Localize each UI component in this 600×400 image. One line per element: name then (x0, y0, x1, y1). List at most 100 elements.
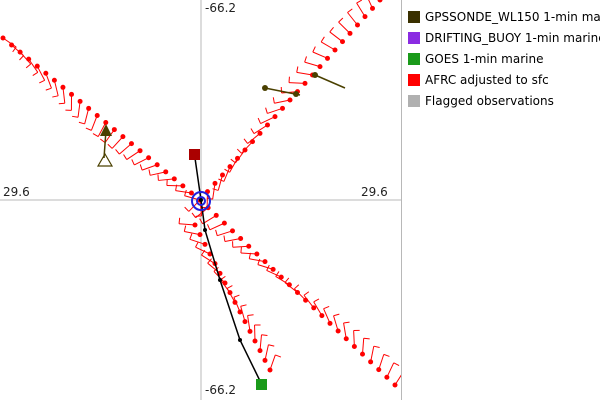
wind-barb-flag (347, 8, 353, 13)
wind-barb-shaft (259, 334, 262, 351)
afrc-observation-dot (355, 22, 360, 28)
afrc-observation-dot (265, 122, 270, 128)
afrc-observation-dot (272, 114, 278, 120)
wind-barb-flag (294, 284, 300, 290)
wind-barb-flag (275, 271, 280, 277)
wind-barb-shaft (247, 132, 261, 144)
wind-barb-shaft (217, 174, 223, 191)
wind-barb-flag (183, 225, 187, 232)
top-axis-label: -66.2 (205, 1, 237, 15)
wind-barb-shaft (240, 252, 257, 255)
wind-barb-flag (92, 133, 99, 138)
wind-barb-shaft (53, 80, 59, 96)
afrc-observation-dot (278, 274, 284, 280)
afrc-observation-dot (377, 0, 383, 3)
afrc-observation-dot (171, 176, 177, 182)
gpssonde-barb (314, 74, 346, 89)
wind-barb-shaft (28, 58, 39, 73)
afrc-observation-dot (343, 336, 349, 342)
wind-barb-flag (275, 354, 282, 358)
afrc-observation-dot (0, 35, 6, 41)
legend-swatch-flagged (408, 94, 420, 107)
right-axis-label: 29.6 (361, 185, 388, 199)
wind-barb-flag (189, 233, 193, 240)
afrc-observation-dot (257, 130, 263, 136)
map-canvas (0, 0, 401, 400)
wind-barb-flag (199, 218, 204, 225)
afrc-observation-dot (220, 172, 225, 178)
wind-barb-flag (236, 148, 242, 154)
wind-barb-shaft (303, 294, 315, 309)
afrc-observation-dot (103, 120, 109, 126)
wind-barb-flag (266, 264, 270, 271)
wind-barb-flag (320, 36, 325, 43)
afrc-observation-dot (238, 236, 244, 242)
wind-barb-flag (240, 246, 242, 254)
wind-barb-flag (230, 158, 236, 164)
wind-barb-shaft (175, 190, 192, 194)
wind-barb-flag (257, 117, 262, 124)
legend-item-flagged[interactable]: Flagged observations (408, 90, 600, 111)
afrc-observation-dot (347, 30, 353, 36)
wind-barb-shaft (294, 288, 306, 301)
legend-item-drifting-buoy[interactable]: DRIFTING_BUOY 1-min marine (408, 27, 600, 48)
wind-barb-shaft (232, 245, 249, 248)
sonde-track-point (199, 198, 203, 202)
afrc-observation-dot (94, 112, 100, 118)
wind-barb-shaft (370, 346, 375, 362)
wind-barb-shaft (284, 282, 298, 293)
wind-barb-flag (39, 79, 45, 84)
wind-barb-shaft (119, 143, 132, 155)
wind-barb-shaft (247, 315, 251, 332)
afrc-observation-dot (319, 313, 325, 319)
legend-label-goes: GOES 1-min marine (425, 51, 544, 66)
wind-barb-shaft (226, 288, 236, 303)
wind-barb-shaft (343, 322, 347, 339)
wind-barb-flag (224, 168, 230, 173)
legend-item-goes[interactable]: GOES 1-min marine (408, 48, 600, 69)
wind-barb-shaft (184, 231, 201, 236)
wind-barb-flag (52, 95, 59, 98)
map-plot[interactable]: -66.2 -66.2 29.6 29.6 (0, 0, 402, 400)
afrc-observation-dot (247, 328, 253, 334)
gpssonde-observation-dot (262, 85, 268, 91)
wind-barb-shaft (378, 354, 385, 370)
wind-barb-shaft (36, 65, 46, 81)
wind-barb-flag (363, 337, 370, 340)
wind-barb-shaft (312, 51, 328, 59)
wind-barb-shaft (394, 374, 401, 386)
wind-barb-flag (207, 224, 211, 230)
wind-barb-shaft (240, 306, 246, 322)
wind-barb-shaft (253, 124, 268, 135)
afrc-observation-dot (69, 91, 75, 97)
legend-item-afrc[interactable]: AFRC adjusted to sfc (408, 69, 600, 90)
wind-barb-flag (58, 102, 65, 105)
wind-barb-flag (323, 305, 330, 310)
wind-barb-shaft (224, 238, 241, 242)
afrc-observation-dot (360, 351, 365, 357)
afrc-observation-dot (254, 251, 260, 257)
legend-label-drifting-buoy: DRIFTING_BUOY 1-min marine (425, 30, 600, 45)
afrc-observation-dot (270, 266, 276, 272)
afrc-observation-dot (332, 47, 338, 53)
wind-barb-flag (261, 334, 268, 336)
afrc-observation-dot (202, 241, 208, 247)
legend-item-gpssonde[interactable]: GPSSONDE_WL150 1-min mar (408, 6, 600, 27)
wind-barb-shaft (362, 338, 365, 355)
wind-barb-flag (248, 252, 252, 259)
legend: GPSSONDE_WL150 1-min mar DRIFTING_BUOY 1… (408, 6, 600, 116)
wind-barb-flag (12, 46, 17, 53)
afrc-observation-dot (163, 169, 169, 175)
wind-barb-flag (72, 115, 79, 118)
wind-barb-shaft (201, 254, 216, 265)
wind-barb-flag (223, 235, 226, 242)
wind-barb-flag (19, 55, 24, 61)
afrc-observation-dot (221, 220, 227, 226)
wind-barb-flag (218, 178, 225, 182)
wind-barb-flag (233, 294, 240, 298)
wind-barb-flag (178, 217, 181, 224)
afrc-observation-dot (180, 183, 186, 189)
afrc-observation-dot (362, 14, 368, 20)
wind-barb-flag (272, 97, 275, 104)
wind-barb-flag (257, 258, 261, 265)
